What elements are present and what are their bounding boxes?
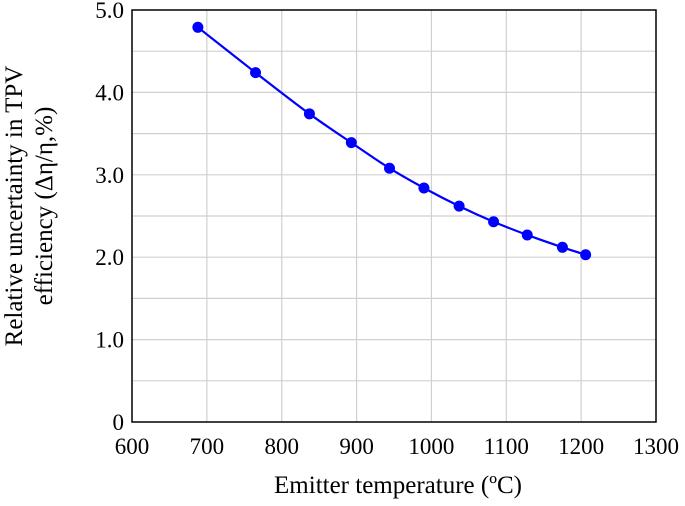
- x-tick-label: 800: [264, 434, 299, 459]
- tick-labels: 600 700 800 900 1000 1100 1200 1300 0 1.0 2.0 3.0 4.…: [95, 0, 679, 459]
- y-axis-title-line-2: efficiency (Δη/η,%): [31, 107, 58, 306]
- data-point: [192, 21, 204, 33]
- x-tick-label: 1000: [408, 434, 454, 459]
- data-point: [250, 67, 262, 79]
- data-point: [521, 229, 533, 241]
- x-tick-label: 900: [339, 434, 374, 459]
- x-tick-label: 1100: [484, 434, 529, 459]
- x-tick-label: 1300: [633, 434, 679, 459]
- y-tick-label: 5.0: [95, 0, 124, 23]
- data-point: [384, 162, 396, 174]
- y-tick-label: 0: [113, 410, 125, 435]
- x-tick-label: 600: [115, 434, 150, 459]
- y-tick-label: 3.0: [95, 163, 124, 188]
- x-axis-title: Emitter temperature (ºC): [274, 472, 522, 499]
- series-layer: [192, 21, 592, 261]
- y-axis-title: Relative uncertainty in TPV efficiency (…: [1, 66, 58, 347]
- y-axis-title-line-1: Relative uncertainty in TPV: [1, 66, 28, 347]
- data-point: [345, 137, 357, 149]
- x-tick-label: 1200: [558, 434, 604, 459]
- y-tick-label: 1.0: [95, 328, 124, 353]
- data-point: [418, 182, 430, 194]
- y-tick-label: 4.0: [95, 80, 124, 105]
- y-tick-label: 2.0: [95, 245, 124, 270]
- gridlines: [132, 10, 656, 422]
- data-point: [303, 108, 315, 120]
- x-tick-label: 700: [190, 434, 225, 459]
- plot-area-frame: [131, 9, 657, 423]
- data-point: [453, 200, 465, 212]
- data-point: [580, 249, 592, 261]
- series-line: [197, 26, 586, 256]
- data-point: [488, 216, 500, 228]
- data-point: [556, 241, 568, 253]
